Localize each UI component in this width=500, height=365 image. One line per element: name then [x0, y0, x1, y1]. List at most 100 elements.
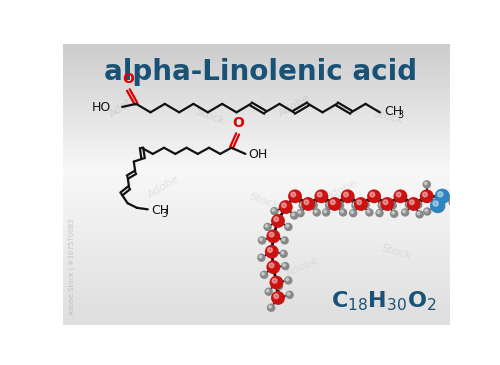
Circle shape [424, 181, 430, 188]
Bar [62, 316, 450, 318]
Circle shape [390, 203, 396, 209]
Bar [62, 238, 450, 239]
Circle shape [286, 224, 292, 231]
Circle shape [322, 209, 330, 216]
Bar [62, 191, 450, 193]
Circle shape [363, 202, 369, 208]
Text: Stock: Stock [248, 192, 280, 212]
Circle shape [298, 211, 301, 214]
Bar [62, 162, 450, 163]
Bar [62, 281, 450, 283]
Bar [62, 249, 450, 250]
Bar [62, 302, 450, 304]
Bar [62, 177, 450, 179]
Bar [62, 65, 450, 66]
Circle shape [281, 203, 292, 214]
Bar [62, 247, 450, 249]
Circle shape [430, 199, 444, 212]
Text: 3: 3 [397, 110, 403, 120]
Bar [62, 131, 450, 132]
Circle shape [390, 210, 398, 217]
Bar [62, 155, 450, 156]
Bar [62, 186, 450, 187]
Bar [62, 270, 450, 272]
Bar [62, 139, 450, 141]
Circle shape [282, 203, 286, 208]
Circle shape [289, 190, 301, 203]
Bar [62, 283, 450, 284]
Bar [62, 44, 450, 45]
Circle shape [269, 232, 274, 237]
Bar [62, 224, 450, 225]
Text: O: O [122, 72, 134, 86]
Bar [62, 204, 450, 205]
Bar [62, 121, 450, 123]
Bar [62, 201, 450, 203]
Circle shape [298, 211, 304, 217]
Circle shape [327, 203, 330, 206]
Circle shape [340, 210, 344, 213]
Bar [62, 305, 450, 307]
Bar [62, 151, 450, 152]
Circle shape [432, 201, 438, 208]
Circle shape [311, 203, 318, 209]
Bar [62, 280, 450, 281]
Bar [62, 181, 450, 183]
Bar [62, 152, 450, 153]
Text: OH: OH [248, 148, 268, 161]
Circle shape [376, 210, 383, 216]
Circle shape [283, 201, 290, 208]
Bar [62, 72, 450, 73]
Text: Adobe: Adobe [284, 255, 321, 279]
Circle shape [370, 192, 380, 203]
Circle shape [272, 209, 275, 211]
Circle shape [284, 277, 292, 284]
Circle shape [268, 232, 280, 243]
Bar [62, 54, 450, 55]
Circle shape [291, 192, 296, 197]
Circle shape [266, 289, 269, 292]
Bar [62, 320, 450, 322]
Bar [62, 255, 450, 256]
Circle shape [266, 289, 272, 295]
Circle shape [362, 201, 369, 208]
Circle shape [406, 202, 412, 208]
Bar [62, 111, 450, 113]
Bar [62, 318, 450, 319]
Bar [62, 263, 450, 264]
Circle shape [272, 208, 278, 215]
Circle shape [406, 201, 412, 208]
Bar [62, 113, 450, 114]
Circle shape [288, 292, 290, 295]
Bar [62, 291, 450, 292]
Circle shape [260, 238, 266, 244]
Bar [62, 266, 450, 267]
Bar [62, 272, 450, 273]
Circle shape [403, 210, 406, 213]
Bar [62, 241, 450, 242]
Bar [62, 115, 450, 117]
Bar [62, 322, 450, 323]
Circle shape [378, 202, 386, 209]
Circle shape [272, 215, 284, 227]
Circle shape [402, 210, 408, 216]
Circle shape [282, 238, 288, 244]
Bar [62, 252, 450, 253]
Circle shape [299, 202, 306, 209]
Circle shape [357, 200, 362, 204]
Bar [62, 256, 450, 257]
Circle shape [304, 200, 309, 204]
Circle shape [342, 190, 354, 203]
Bar [62, 82, 450, 83]
Bar [62, 236, 450, 238]
Bar [62, 298, 450, 300]
Circle shape [367, 210, 373, 216]
Circle shape [381, 198, 394, 210]
Circle shape [262, 273, 264, 275]
Circle shape [350, 210, 356, 216]
Circle shape [408, 198, 420, 210]
Circle shape [377, 211, 380, 214]
Bar [62, 75, 450, 76]
Bar [62, 288, 450, 290]
Bar [62, 234, 450, 235]
